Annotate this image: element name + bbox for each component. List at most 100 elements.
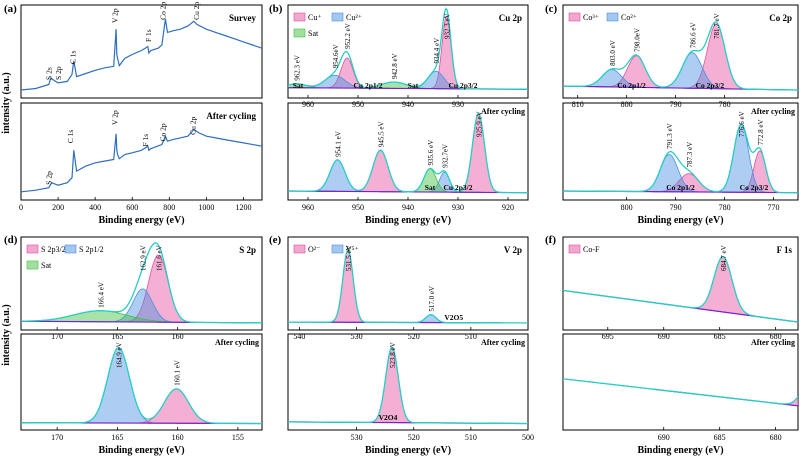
legend-swatch (606, 12, 619, 22)
peak-label: Co 2p (158, 2, 167, 20)
y-axis-label: intensity (a.u.) (1, 304, 12, 365)
plot-frame (20, 4, 263, 99)
panel-tag: After cycling (481, 338, 525, 347)
x-tick-label: 165 (111, 332, 123, 341)
peak-label: Cu 2p (188, 117, 197, 135)
plot-area (288, 7, 528, 90)
envelope-line (563, 123, 798, 194)
legend-swatch (293, 12, 306, 22)
peak-value-label: 954.1 eV (335, 131, 343, 157)
legend-label: V⁵⁺ (346, 245, 359, 254)
plot-area (563, 256, 798, 323)
x-tick-label: 200 (52, 203, 64, 212)
peak-value-label: 942.8 eV (391, 53, 399, 79)
peak-label: S 2s (45, 67, 54, 80)
subpanel-bottom: 164.9 eV 160.1 eV After cycling 170 165 160 15… (20, 333, 263, 456)
plot-frame (562, 236, 799, 331)
x-tick-label: 520 (408, 332, 420, 341)
peak-value-label: 945.5 eV (378, 121, 386, 147)
x-tick-label: 690 (658, 332, 670, 341)
peak-assignment-label: Cu 2p1/2 (354, 81, 383, 90)
plot-frame (20, 236, 263, 331)
subpanel-bottom: S 2p C 1s V 2p F 1s Co 2p Cu 2p After cycling 0… (19, 102, 263, 226)
plot-frame (287, 236, 529, 331)
plot-area (21, 242, 262, 324)
legend-swatch (64, 244, 77, 254)
x-tick-label: 790 (670, 100, 682, 109)
peak-value-label: 160.1 eV (173, 360, 181, 386)
panel-label: (e) (269, 234, 282, 246)
fit-component (288, 113, 528, 194)
plot-area (563, 123, 798, 194)
panel-tag: After cycling (215, 338, 259, 347)
peak-label: Cu 2p (192, 2, 201, 20)
y-axis-label: intensity (a.u.) (1, 72, 12, 133)
peak-value-label: 166.4 eV (98, 282, 106, 308)
legend-swatch (293, 244, 306, 254)
x-tick-label: 810 (572, 100, 584, 109)
x-tick-label: 155 (232, 433, 244, 442)
peak-value-label: 935.6 eV (427, 140, 435, 166)
x-tick-label: 1000 (198, 203, 214, 212)
envelope-line (288, 113, 528, 194)
peak-assignment-label: Co 2p3/2 (740, 183, 769, 192)
x-tick-label: 160 (172, 433, 184, 442)
peak-assignment-label: Co 2p3/2 (696, 81, 725, 90)
x-tick-label: 500 (522, 433, 534, 442)
legend-swatch (331, 12, 344, 22)
x-axis-label: Binding energy (eV) (637, 215, 723, 226)
envelope-line (288, 248, 528, 324)
plot-area (288, 248, 528, 324)
legend-label: Sat (308, 29, 319, 38)
plot-area (21, 346, 262, 425)
x-tick-label: 930 (452, 100, 464, 109)
chart-d: (d) intensity (a.u.) 166.4 eV 162.9 eV 161.6… (1, 234, 263, 456)
panel-tag: After cycling (751, 107, 795, 116)
x-tick-label: 600 (126, 203, 138, 212)
x-tick-label: 160 (172, 332, 184, 341)
x-tick-label: 920 (502, 203, 514, 212)
peak-label: Co 2p (158, 123, 167, 141)
panel-tag: After cycling (206, 111, 256, 121)
envelope-line (563, 256, 798, 323)
peak-value-label: 781.7 eV (713, 13, 721, 39)
x-tick-label: 510 (465, 433, 477, 442)
legend-label: O²⁻ (308, 245, 320, 254)
peak-label: F 1s (141, 134, 150, 147)
peak-label: C 1s (69, 51, 78, 65)
peak-value-label: 798.0eV (633, 28, 641, 52)
x-tick-label: 0 (19, 203, 23, 212)
peak-value-label: 934.4 eV (433, 38, 441, 64)
spectrum-title: Cu 2p (499, 13, 522, 23)
legend-label: S 2p3/2 (41, 245, 66, 254)
survey-spectrum-line (21, 18, 262, 91)
x-tick-label: 685 (714, 433, 726, 442)
x-tick-label: 1200 (235, 203, 251, 212)
x-tick-label: 530 (351, 332, 363, 341)
x-tick-label: 695 (602, 332, 614, 341)
envelope-line (21, 346, 262, 425)
x-tick-label: 690 (658, 433, 670, 442)
fit-component (288, 16, 528, 90)
legend-label: Co-F (583, 245, 600, 254)
legend-swatch (293, 28, 306, 38)
x-tick-label: 800 (621, 203, 633, 212)
chart-c: (c) 803.0 eV 798.0eV 786.6 eV 781.7 eV Co 2p1… (545, 3, 799, 226)
plot-frame (562, 333, 799, 431)
legend-label: Co³⁺ (583, 13, 599, 22)
x-tick-label: 680 (770, 433, 782, 442)
subpanel-bottom: 954.1 eV 945.5 eV 935.6 eV 932.7eV 925.9 eV S… (287, 102, 529, 226)
peak-value-label: 161.6 eV (155, 245, 163, 271)
envelope-line (563, 21, 798, 91)
plot-area (563, 21, 798, 91)
legend-swatch (568, 244, 581, 254)
subpanel-bottom: 523.8 eV V2O4 After cycling 530 520 510 500 Bin… (287, 333, 534, 456)
fit-component (21, 347, 262, 424)
peak-value-label: 786.6 eV (689, 22, 697, 48)
peak-value-label: 164.9 eV (116, 342, 124, 368)
spectrum-title: Co 2p (769, 13, 792, 23)
panel-tag: Survey (229, 13, 257, 23)
x-tick-label: 950 (352, 203, 364, 212)
